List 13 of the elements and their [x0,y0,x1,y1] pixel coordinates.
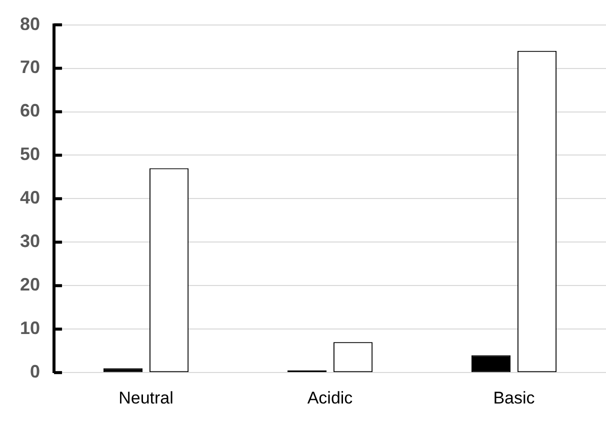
y-tick-label: 60 [20,100,40,121]
bar [471,355,511,372]
x-tick-label: Acidic [307,388,354,408]
x-tick-label: Neutral [118,388,174,408]
y-tick-label: 0 [30,362,40,382]
y-tick-label: 70 [20,57,40,78]
y-tick-label: 50 [20,144,40,164]
y-tick-label: 20 [20,274,40,295]
y-tick-label: 40 [20,188,40,208]
y-tick-label: 10 [20,318,40,338]
y-tick-label: 30 [20,231,40,252]
y-tick-label: 80 [20,14,40,34]
x-tick-label: Basic [493,388,536,408]
